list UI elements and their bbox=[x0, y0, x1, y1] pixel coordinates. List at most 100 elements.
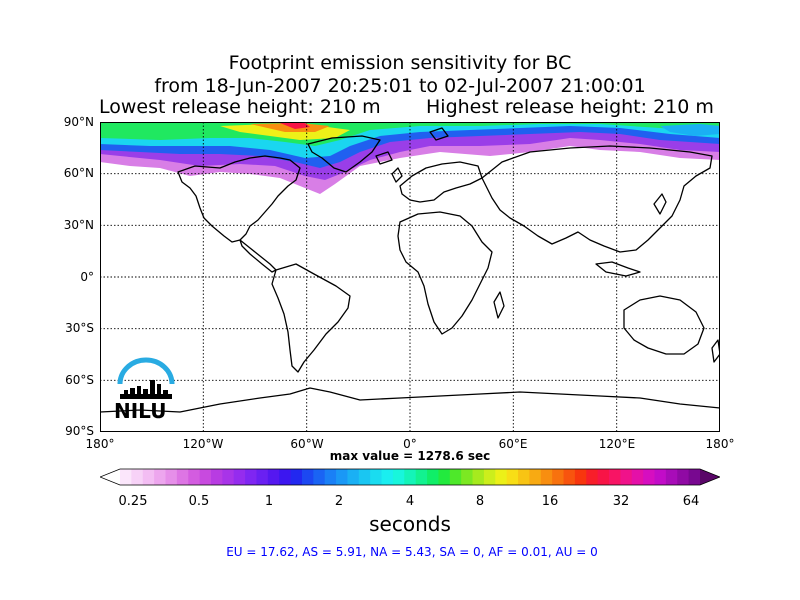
lat-label-30s: 30°S bbox=[65, 321, 94, 335]
lat-label-60n: 60°N bbox=[63, 166, 94, 180]
nilu-logo-skyline bbox=[120, 380, 172, 399]
colorbar-cell bbox=[313, 469, 326, 485]
highest-release-height: Highest release height: 210 m bbox=[426, 96, 714, 118]
colorbar-cell bbox=[620, 469, 633, 485]
colorbar-extend-high bbox=[700, 469, 720, 485]
colorbar-tick-32: 32 bbox=[612, 494, 630, 509]
lon-label-60e: 60°E bbox=[498, 437, 528, 451]
colorbar-outline bbox=[100, 468, 720, 486]
iceland-coast bbox=[375, 151, 393, 165]
colorbar-cell bbox=[415, 469, 428, 485]
lon-label-0: 0° bbox=[403, 437, 417, 451]
colorbar-tick-0.5: 0.5 bbox=[188, 494, 210, 509]
colorbar-cell bbox=[404, 469, 417, 485]
central-america-coast bbox=[239, 239, 277, 273]
asia-coast bbox=[481, 145, 713, 253]
nilu-logo: NILU bbox=[114, 356, 178, 424]
colorbar-cell bbox=[142, 469, 155, 485]
colorbar-cell bbox=[392, 469, 405, 485]
colorbar-cell bbox=[597, 469, 610, 485]
colorbar-cell bbox=[381, 469, 394, 485]
indonesia-coast bbox=[595, 261, 641, 277]
colorbar-unit-label: seconds bbox=[369, 512, 451, 536]
lon-label-180e: 180° bbox=[705, 437, 735, 451]
europe-coast bbox=[399, 161, 483, 203]
lat-label-60s: 60°S bbox=[65, 373, 94, 387]
colorbar-tick-2: 2 bbox=[334, 494, 344, 509]
colorbar-cell bbox=[245, 469, 257, 485]
colorbar-cell bbox=[529, 469, 542, 485]
nilu-logo-text: NILU bbox=[114, 399, 167, 423]
colorbar-cell bbox=[188, 469, 201, 485]
colorbar-cell bbox=[290, 469, 303, 485]
colorbar-cell bbox=[370, 469, 382, 485]
lon-label-120w: 120°W bbox=[182, 437, 224, 451]
greenland-coast bbox=[307, 135, 381, 173]
nilu-logo-arc bbox=[117, 357, 175, 385]
colorbar-cell bbox=[586, 469, 599, 485]
colorbar-cell bbox=[643, 469, 655, 485]
nilu-logo-graphic bbox=[117, 357, 175, 399]
colorbar-cell bbox=[165, 469, 178, 485]
colorbar-cell bbox=[347, 469, 360, 485]
australia-coast bbox=[623, 295, 705, 355]
colorbar-cell bbox=[131, 469, 144, 485]
new-zealand-coast bbox=[711, 339, 720, 363]
madagascar-coast bbox=[493, 291, 505, 319]
colorbar-tick-0.25: 0.25 bbox=[118, 494, 148, 509]
colorbar-cell bbox=[449, 469, 462, 485]
colorbar-cell bbox=[358, 469, 371, 485]
colorbar-cells bbox=[100, 469, 720, 485]
colorbar-cell bbox=[552, 469, 564, 485]
svalbard-coast bbox=[429, 127, 449, 141]
sensitivity-field bbox=[100, 122, 720, 194]
colorbar-tick-1: 1 bbox=[264, 494, 274, 509]
colorbar-cell bbox=[438, 469, 451, 485]
lon-label-120e: 120°E bbox=[598, 437, 636, 451]
colorbar-cell bbox=[574, 469, 587, 485]
colorbar-cell bbox=[154, 469, 166, 485]
colorbar-cell bbox=[233, 469, 246, 485]
colorbar-cell bbox=[176, 469, 189, 485]
colorbar-cell bbox=[222, 469, 235, 485]
world-map: NILU bbox=[100, 122, 720, 432]
lat-label-90n: 90°N bbox=[63, 115, 94, 129]
lat-label-30n: 30°N bbox=[63, 218, 94, 232]
sensitivity-patch-east bbox=[660, 124, 720, 136]
colorbar-tick-16: 16 bbox=[541, 494, 559, 509]
colorbar-cell bbox=[677, 469, 690, 485]
coastlines bbox=[100, 127, 720, 413]
colorbar-cell bbox=[665, 469, 678, 485]
colorbar-cell bbox=[256, 469, 269, 485]
colorbar-cell bbox=[199, 469, 212, 485]
region-statistics: EU = 17.62, AS = 5.91, NA = 5.43, SA = 0… bbox=[226, 545, 598, 559]
colorbar-cell bbox=[688, 469, 701, 485]
colorbar-tick-64: 64 bbox=[682, 494, 700, 509]
colorbar-cell bbox=[120, 469, 132, 485]
colorbar-tick-8: 8 bbox=[475, 494, 485, 509]
lat-label-0: 0° bbox=[80, 270, 94, 284]
lat-label-90s: 90°S bbox=[65, 424, 94, 438]
graticule bbox=[100, 122, 720, 432]
plot-period: from 18-Jun-2007 20:25:01 to 02-Jul-2007… bbox=[154, 75, 646, 97]
plot-title: Footprint emission sensitivity for BC bbox=[228, 52, 572, 74]
lon-label-60w: 60°W bbox=[290, 437, 324, 451]
lon-label-180w: 180° bbox=[85, 437, 115, 451]
colorbar-cell bbox=[336, 469, 348, 485]
north-america-coast bbox=[177, 155, 301, 243]
colorbar-cell bbox=[609, 469, 621, 485]
colorbar-cell bbox=[518, 469, 530, 485]
colorbar-cell bbox=[540, 469, 553, 485]
lowest-release-height: Lowest release height: 210 m bbox=[99, 96, 381, 118]
colorbar-tick-4: 4 bbox=[405, 494, 415, 509]
japan-coast bbox=[653, 193, 667, 215]
uk-coast bbox=[391, 167, 403, 183]
colorbar-extend-low bbox=[100, 469, 120, 485]
colorbar-cell bbox=[631, 469, 644, 485]
colorbar-cell bbox=[210, 469, 223, 485]
colorbar-cell bbox=[654, 469, 667, 485]
colorbar-cell bbox=[427, 469, 439, 485]
colorbar-cell bbox=[267, 469, 280, 485]
antarctica-coast bbox=[100, 387, 720, 413]
colorbar-cell bbox=[472, 469, 485, 485]
